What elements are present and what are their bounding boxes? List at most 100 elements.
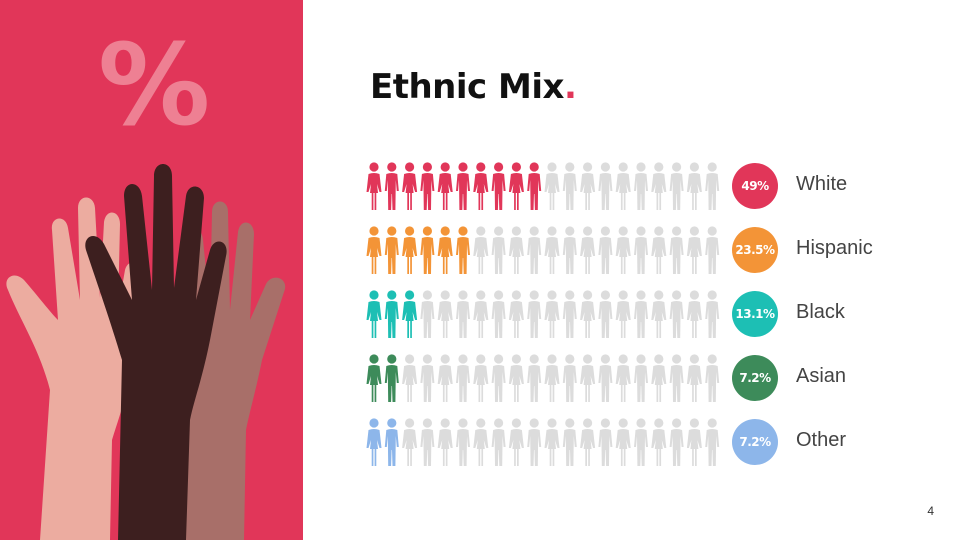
person-icon [527,354,542,402]
person-icon [705,162,720,210]
person-icon [634,354,648,402]
category-label: Black [796,301,845,323]
person-icon [562,290,577,338]
person-icon [634,162,648,210]
person-icon [615,354,631,402]
person-icon [669,226,684,274]
person-icon [562,418,577,466]
person-icon [437,226,453,274]
person-icon [544,418,560,466]
person-icon [544,226,560,274]
person-icon [437,290,453,338]
person-icon [437,162,453,210]
person-icon [562,162,577,210]
person-icon [420,354,435,402]
person-icon [384,162,399,210]
person-icon [686,418,702,466]
left-decor-panel: % [0,0,303,540]
person-icon [384,354,399,402]
person-icon [598,354,613,402]
person-icon [384,418,399,466]
person-icon [402,290,418,338]
category-label: Other [796,429,847,451]
person-icon [456,162,470,210]
person-icon [437,418,453,466]
person-icon [562,354,577,402]
person-icon [651,162,667,210]
person-icon [420,162,435,210]
person-icon [669,418,684,466]
title-dot: . [563,67,577,107]
person-icon [615,162,631,210]
percent-badge: 13.1% [732,291,778,337]
people-icons [366,418,720,466]
person-icon [686,290,702,338]
person-icon [598,162,613,210]
person-icon [651,354,667,402]
person-icon [366,354,382,402]
person-icon [705,354,720,402]
person-icon [366,290,382,338]
row-asian: 7.2% Asian [366,352,906,402]
person-icon [615,418,631,466]
row-other: 7.2% Other [366,416,906,466]
person-icon [544,354,560,402]
person-icon [508,162,524,210]
person-icon [508,290,524,338]
person-icon [705,418,720,466]
people-icons [366,290,720,338]
row-black: 13.1% Black [366,288,906,338]
person-icon [615,290,631,338]
person-icon [366,162,382,210]
person-icon [598,226,613,274]
people-icons [366,226,720,274]
person-icon [580,354,596,402]
page-number: 4 [927,504,934,518]
person-icon [634,290,648,338]
person-icon [686,162,702,210]
page-title: Ethnic Mix. [370,67,577,107]
person-icon [491,290,506,338]
person-icon [491,418,506,466]
person-icon [686,226,702,274]
raised-hands-illustration [6,164,286,540]
person-icon [456,354,470,402]
row-white: 49% White [366,160,906,210]
person-icon [402,226,418,274]
person-icon [402,162,418,210]
person-icon [473,354,489,402]
person-icon [669,162,684,210]
person-icon [651,418,667,466]
title-text: Ethnic Mix [370,67,564,107]
person-icon [508,226,524,274]
person-icon [527,290,542,338]
category-label: Hispanic [796,237,873,259]
person-icon [651,226,667,274]
people-icons [366,354,720,402]
person-icon [456,226,470,274]
person-icon [437,354,453,402]
person-icon [580,418,596,466]
person-icon [562,226,577,274]
person-icon [491,354,506,402]
person-icon [508,418,524,466]
person-icon [420,226,435,274]
person-icon [473,226,489,274]
person-icon [402,354,418,402]
person-icon [473,418,489,466]
person-icon [527,418,542,466]
person-icon [634,418,648,466]
person-icon [473,290,489,338]
person-icon [366,418,382,466]
percent-badge: 7.2% [732,419,778,465]
hand-dark-icon [85,164,227,540]
category-label: White [796,173,848,195]
people-icons [366,162,720,210]
percent-badge: 49% [732,163,778,209]
person-icon [705,226,720,274]
row-hispanic: 23.5% Hispanic [366,224,906,274]
person-icon [598,290,613,338]
person-icon [544,162,560,210]
person-icon [491,162,506,210]
person-icon [384,290,399,338]
